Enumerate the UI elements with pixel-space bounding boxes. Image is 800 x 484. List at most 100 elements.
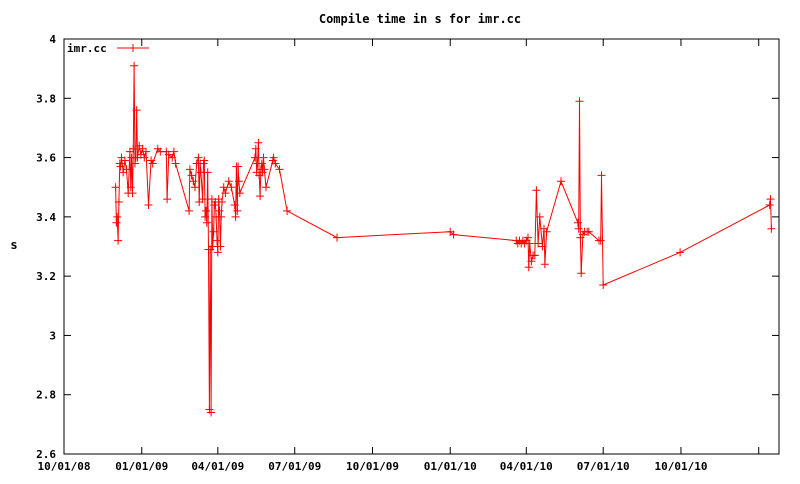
data-point <box>140 153 149 162</box>
data-point <box>577 269 586 278</box>
x-tick-label: 07/01/09 <box>268 460 321 473</box>
data-point <box>128 189 137 198</box>
data-point <box>224 177 233 186</box>
data-point <box>542 227 551 236</box>
data-point <box>116 162 125 171</box>
data-point <box>209 227 218 236</box>
y-axis-label: s <box>10 238 17 252</box>
data-point <box>191 183 199 192</box>
x-tick-label: 10/01/09 <box>346 460 399 473</box>
data-point <box>574 224 583 233</box>
data-point <box>163 195 172 204</box>
data-point <box>196 168 205 177</box>
chart-title: Compile time in s for imr.cc <box>319 12 521 26</box>
data-point <box>130 61 139 70</box>
data-point <box>231 212 240 221</box>
data-point <box>524 263 533 272</box>
x-axis: 10/01/08 01/01/09 04/01/09 07/01/09 10/01/09… <box>38 39 760 473</box>
y-tick-label: 3.4 <box>36 211 56 224</box>
data-point <box>767 224 776 233</box>
data-point <box>122 165 131 174</box>
x-tick-label: 01/01/10 <box>424 460 477 473</box>
data-point <box>584 227 593 236</box>
data-point <box>230 201 239 209</box>
plot-frame <box>63 38 780 455</box>
data-point <box>187 171 196 180</box>
data-point <box>235 189 244 198</box>
legend-label-imr-cc: imr.cc <box>67 42 107 55</box>
data-point <box>144 201 153 209</box>
y-tick-label: 2.8 <box>36 389 56 402</box>
data-point <box>221 189 230 198</box>
data-point <box>120 156 129 165</box>
data-point <box>575 97 584 106</box>
data-point <box>215 206 224 215</box>
series-layer <box>111 61 776 417</box>
data-point <box>234 162 243 171</box>
data-point <box>185 165 194 174</box>
data-point <box>203 168 212 177</box>
data-point <box>596 236 605 245</box>
data-point <box>269 153 278 162</box>
data-point <box>112 218 121 227</box>
data-point <box>597 171 606 180</box>
x-tick-label: 01/01/09 <box>115 460 168 473</box>
data-point <box>114 198 123 206</box>
data-point <box>111 183 120 192</box>
data-point <box>233 206 242 215</box>
data-point <box>534 239 543 248</box>
data-point <box>213 248 222 257</box>
data-point <box>234 177 243 186</box>
data-point <box>271 159 280 168</box>
y-axis: 2.6 2.8 3 3.2 3.4 3.6 3.8 4 <box>36 33 779 461</box>
series-line-imr-cc <box>115 65 772 413</box>
data-point <box>189 177 198 186</box>
data-point <box>540 260 549 269</box>
y-tick-label: 2.6 <box>36 448 56 461</box>
data-point <box>333 233 341 242</box>
data-point <box>251 153 259 162</box>
data-point <box>217 212 226 221</box>
data-point <box>129 144 138 153</box>
data-point <box>114 236 123 245</box>
data-point <box>213 236 221 245</box>
x-tick-label: 07/01/10 <box>577 460 630 473</box>
data-point <box>168 153 177 162</box>
data-point <box>251 144 260 153</box>
data-point <box>538 242 547 251</box>
data-point <box>148 159 157 168</box>
data-point <box>765 201 774 209</box>
data-point <box>275 165 284 174</box>
data-point <box>131 159 139 168</box>
y-tick-label: 3 <box>49 329 56 342</box>
data-point <box>262 183 270 192</box>
data-point <box>260 165 269 174</box>
data-point <box>527 257 536 266</box>
data-point <box>676 248 685 257</box>
y-tick-label: 3.2 <box>36 270 56 283</box>
data-point <box>169 147 178 156</box>
y-tick-label: 3.8 <box>36 92 56 105</box>
data-point <box>525 239 534 248</box>
data-point <box>194 153 203 162</box>
data-point <box>132 106 141 115</box>
data-point <box>599 281 608 289</box>
data-point <box>227 183 236 192</box>
data-point <box>573 218 582 227</box>
legend-marker <box>129 44 137 52</box>
data-point <box>524 233 532 242</box>
data-point <box>254 138 263 147</box>
data-point <box>185 206 194 215</box>
data-point <box>113 212 122 221</box>
data-point <box>126 183 135 192</box>
x-tick-label: 04/01/10 <box>500 460 553 473</box>
data-point <box>202 206 210 215</box>
data-point <box>283 206 292 215</box>
data-point <box>216 242 225 251</box>
data-point <box>198 195 207 204</box>
data-point <box>201 212 210 221</box>
data-point <box>259 153 268 162</box>
data-point <box>208 242 217 251</box>
